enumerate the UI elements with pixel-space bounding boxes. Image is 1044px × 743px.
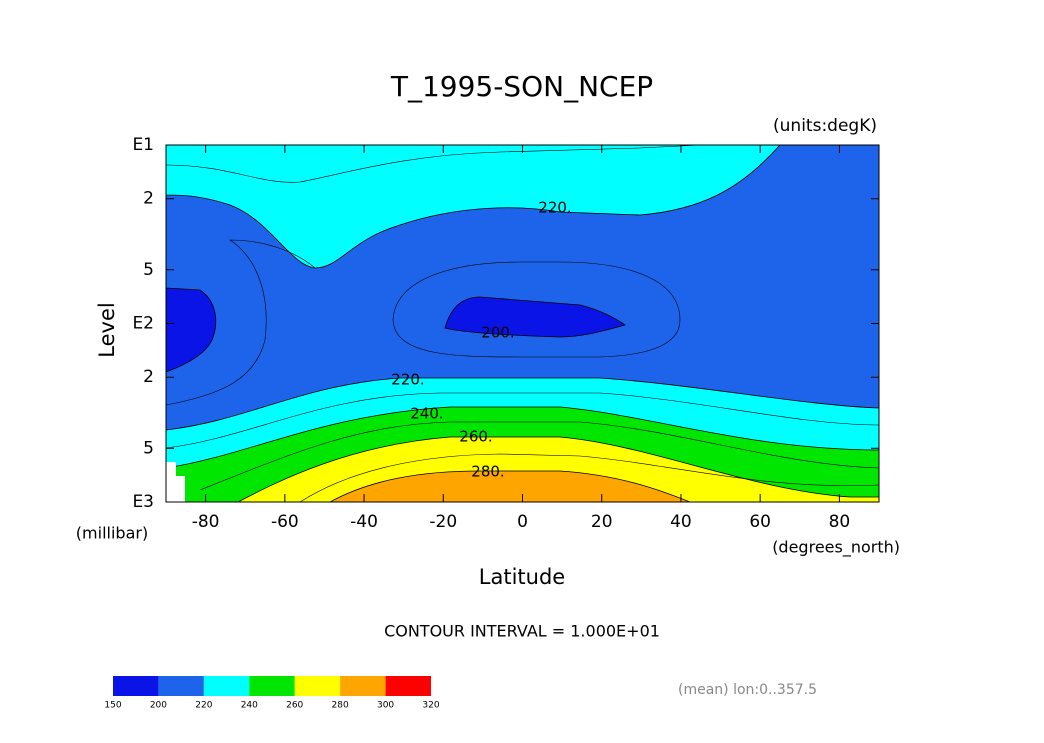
y-tick-label: 5 [143,438,154,458]
contour-line [165,239,316,406]
y-tick-label: 5 [143,260,154,280]
x-tick-label: 80 [829,512,851,532]
colorbar-label: 150 [104,701,121,711]
contour-label: 260. [459,428,492,446]
footnote: (mean) lon:0..357.5 [678,682,817,698]
colorbar-swatch [113,676,159,696]
x-tick-label: 60 [749,512,771,532]
x-tick-label: -80 [192,512,220,532]
colorbar-swatch [294,676,341,696]
colorbar-label: 260 [286,701,303,711]
chart-title: T_1995-SON_NCEP [390,70,653,103]
x-label: Latitude [479,565,565,589]
colorbar-label: 200 [150,701,167,711]
colorbar-label: 280 [332,701,349,711]
colorbar-label: 320 [422,701,439,711]
x-tick-label: -40 [350,512,378,532]
colorbar-swatch [340,676,386,696]
contour-fill [165,144,781,269]
colorbar-swatch [158,676,204,696]
contour-fill [444,296,626,338]
units-label: (units:degK) [773,116,877,136]
contour-line [299,453,880,503]
contour-line [165,144,701,183]
colorbar-swatch [203,676,250,696]
contour-line [392,261,681,358]
contour-line [199,421,880,491]
contour-label: 220. [391,371,424,389]
colorbar-swatch [385,676,431,696]
y-tick-label: E1 [132,135,154,155]
y-label: Level [95,302,119,357]
y-tick-label: 2 [143,189,154,209]
colorbar-label: 240 [241,701,258,711]
contour-line [165,392,880,449]
colorbar-swatch [249,676,295,696]
colorbar-label: 220 [195,701,212,711]
x-tick-label: -20 [429,512,457,532]
x-tick-label: 0 [517,512,528,532]
contour-interval: CONTOUR INTERVAL = 1.000E+01 [384,622,660,641]
y-tick-label: 2 [143,367,154,387]
y-units: (millibar) [76,524,148,543]
x-tick-label: -60 [271,512,299,532]
blank-area [166,462,185,502]
x-units: (degrees_north) [772,538,900,558]
contour-label: 280. [471,463,504,481]
colorbar-label: 300 [377,701,394,711]
y-tick-label: E3 [132,492,154,512]
contour-fill [165,287,217,373]
contour-fill [329,470,691,503]
x-tick-label: 40 [670,512,692,532]
x-tick-label: 20 [591,512,613,532]
contour-label: 240. [410,405,443,423]
contour-label: 220. [538,199,571,217]
y-tick-label: E2 [132,314,154,334]
contour-label: 200. [481,324,514,342]
